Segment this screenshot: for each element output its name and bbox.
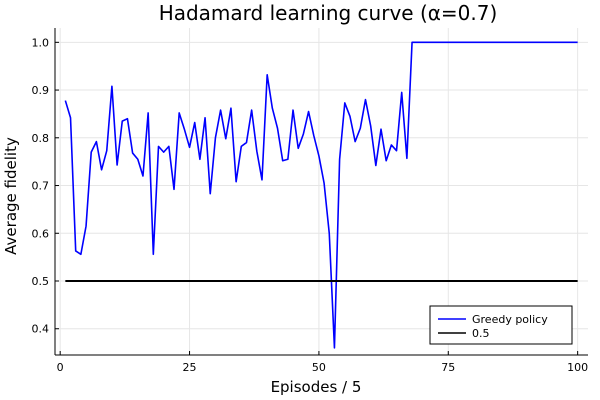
y-tick-label: 0.5 <box>32 275 50 288</box>
legend-label: 0.5 <box>472 327 490 340</box>
y-axis-label: Average fidelity <box>2 137 20 255</box>
x-tick-label: 0 <box>57 361 64 374</box>
x-tick-label: 50 <box>312 361 326 374</box>
x-tick-label: 100 <box>567 361 588 374</box>
x-tick-label: 25 <box>183 361 197 374</box>
y-tick-label: 1.0 <box>32 36 50 49</box>
y-tick-label: 0.6 <box>32 227 50 240</box>
legend-box <box>429 305 573 345</box>
y-tick-label: 0.4 <box>32 323 50 336</box>
legend-label: Greedy policy <box>472 313 548 326</box>
y-tick-label: 0.7 <box>32 180 50 193</box>
y-tick-label: 0.8 <box>32 132 50 145</box>
y-tick-label: 0.9 <box>32 84 50 97</box>
series-line-greedy-policy <box>64 41 578 349</box>
x-axis-label: Episodes / 5 <box>271 378 362 396</box>
chart-title: Hadamard learning curve (α=0.7) <box>159 1 498 25</box>
x-tick-label: 75 <box>441 361 455 374</box>
